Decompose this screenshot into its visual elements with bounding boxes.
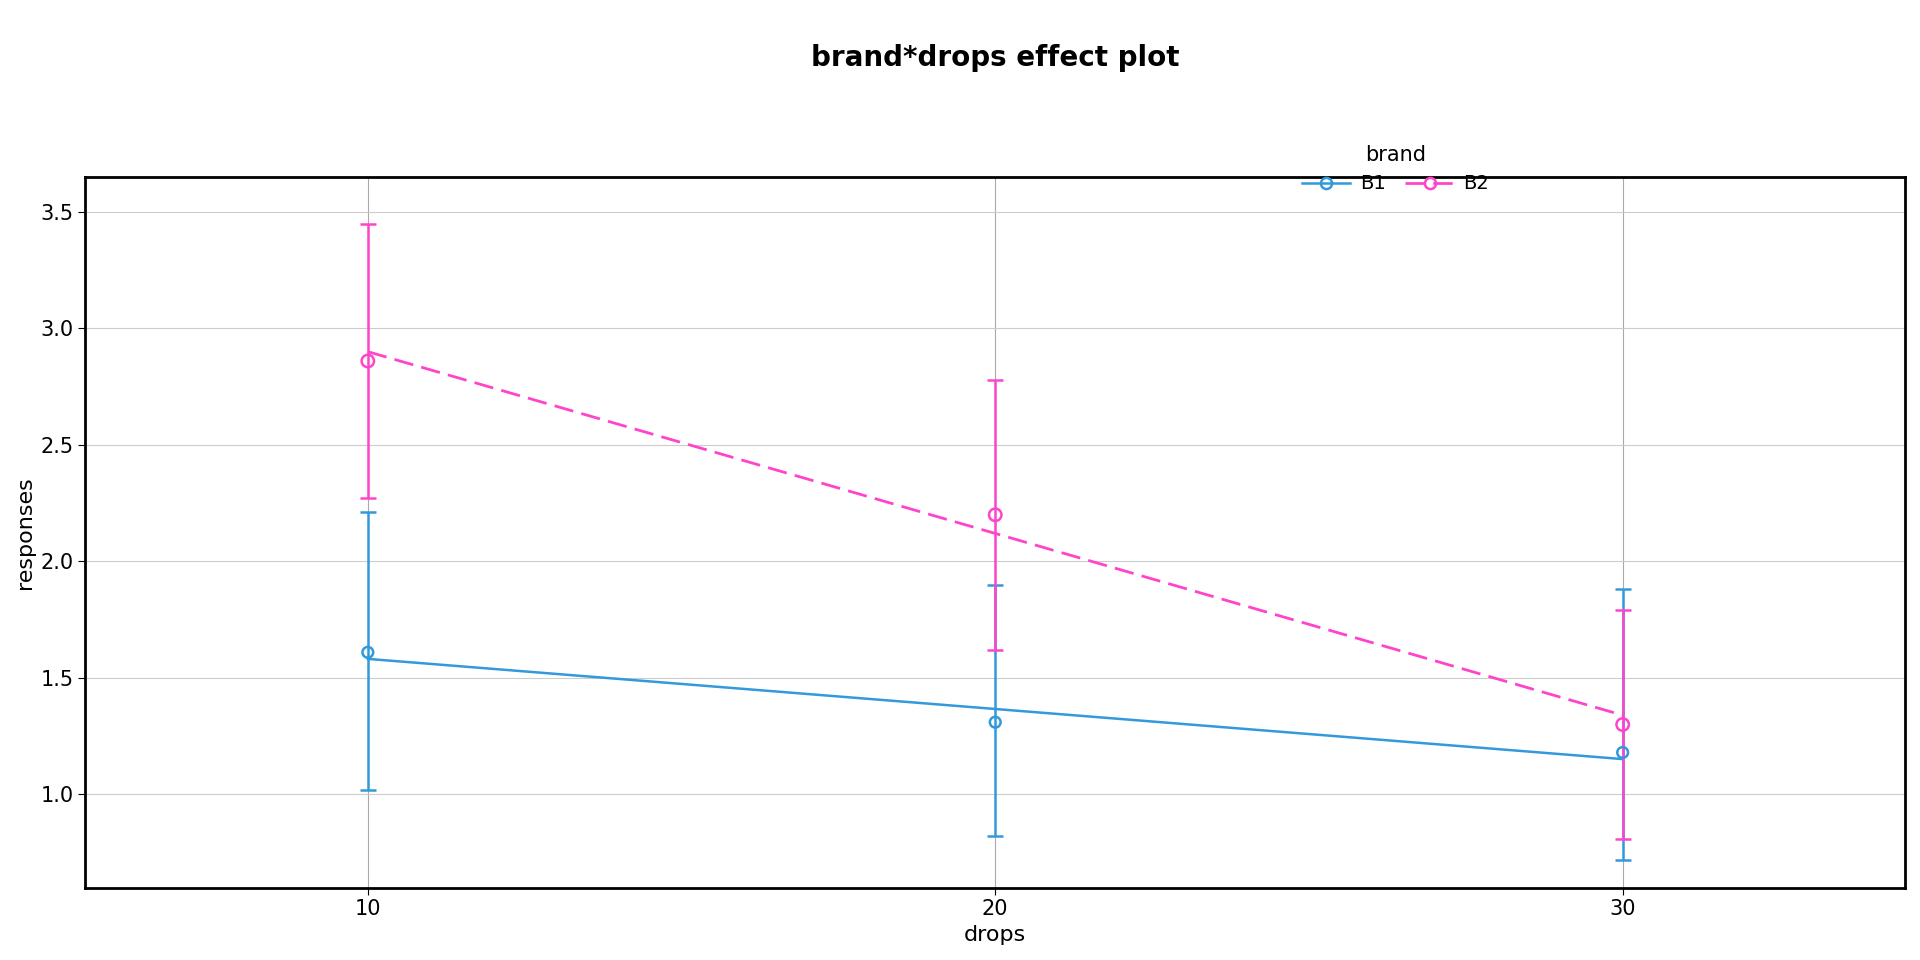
Point [353, 644, 384, 660]
Point [1607, 717, 1638, 732]
X-axis label: drops: drops [964, 925, 1027, 945]
Point [979, 714, 1010, 730]
Title: brand*drops effect plot: brand*drops effect plot [810, 44, 1179, 72]
Y-axis label: responses: responses [15, 476, 35, 588]
Legend: B1, B2: B1, B2 [1294, 137, 1498, 202]
Point [979, 507, 1010, 522]
Point [1607, 745, 1638, 760]
Point [353, 353, 384, 369]
